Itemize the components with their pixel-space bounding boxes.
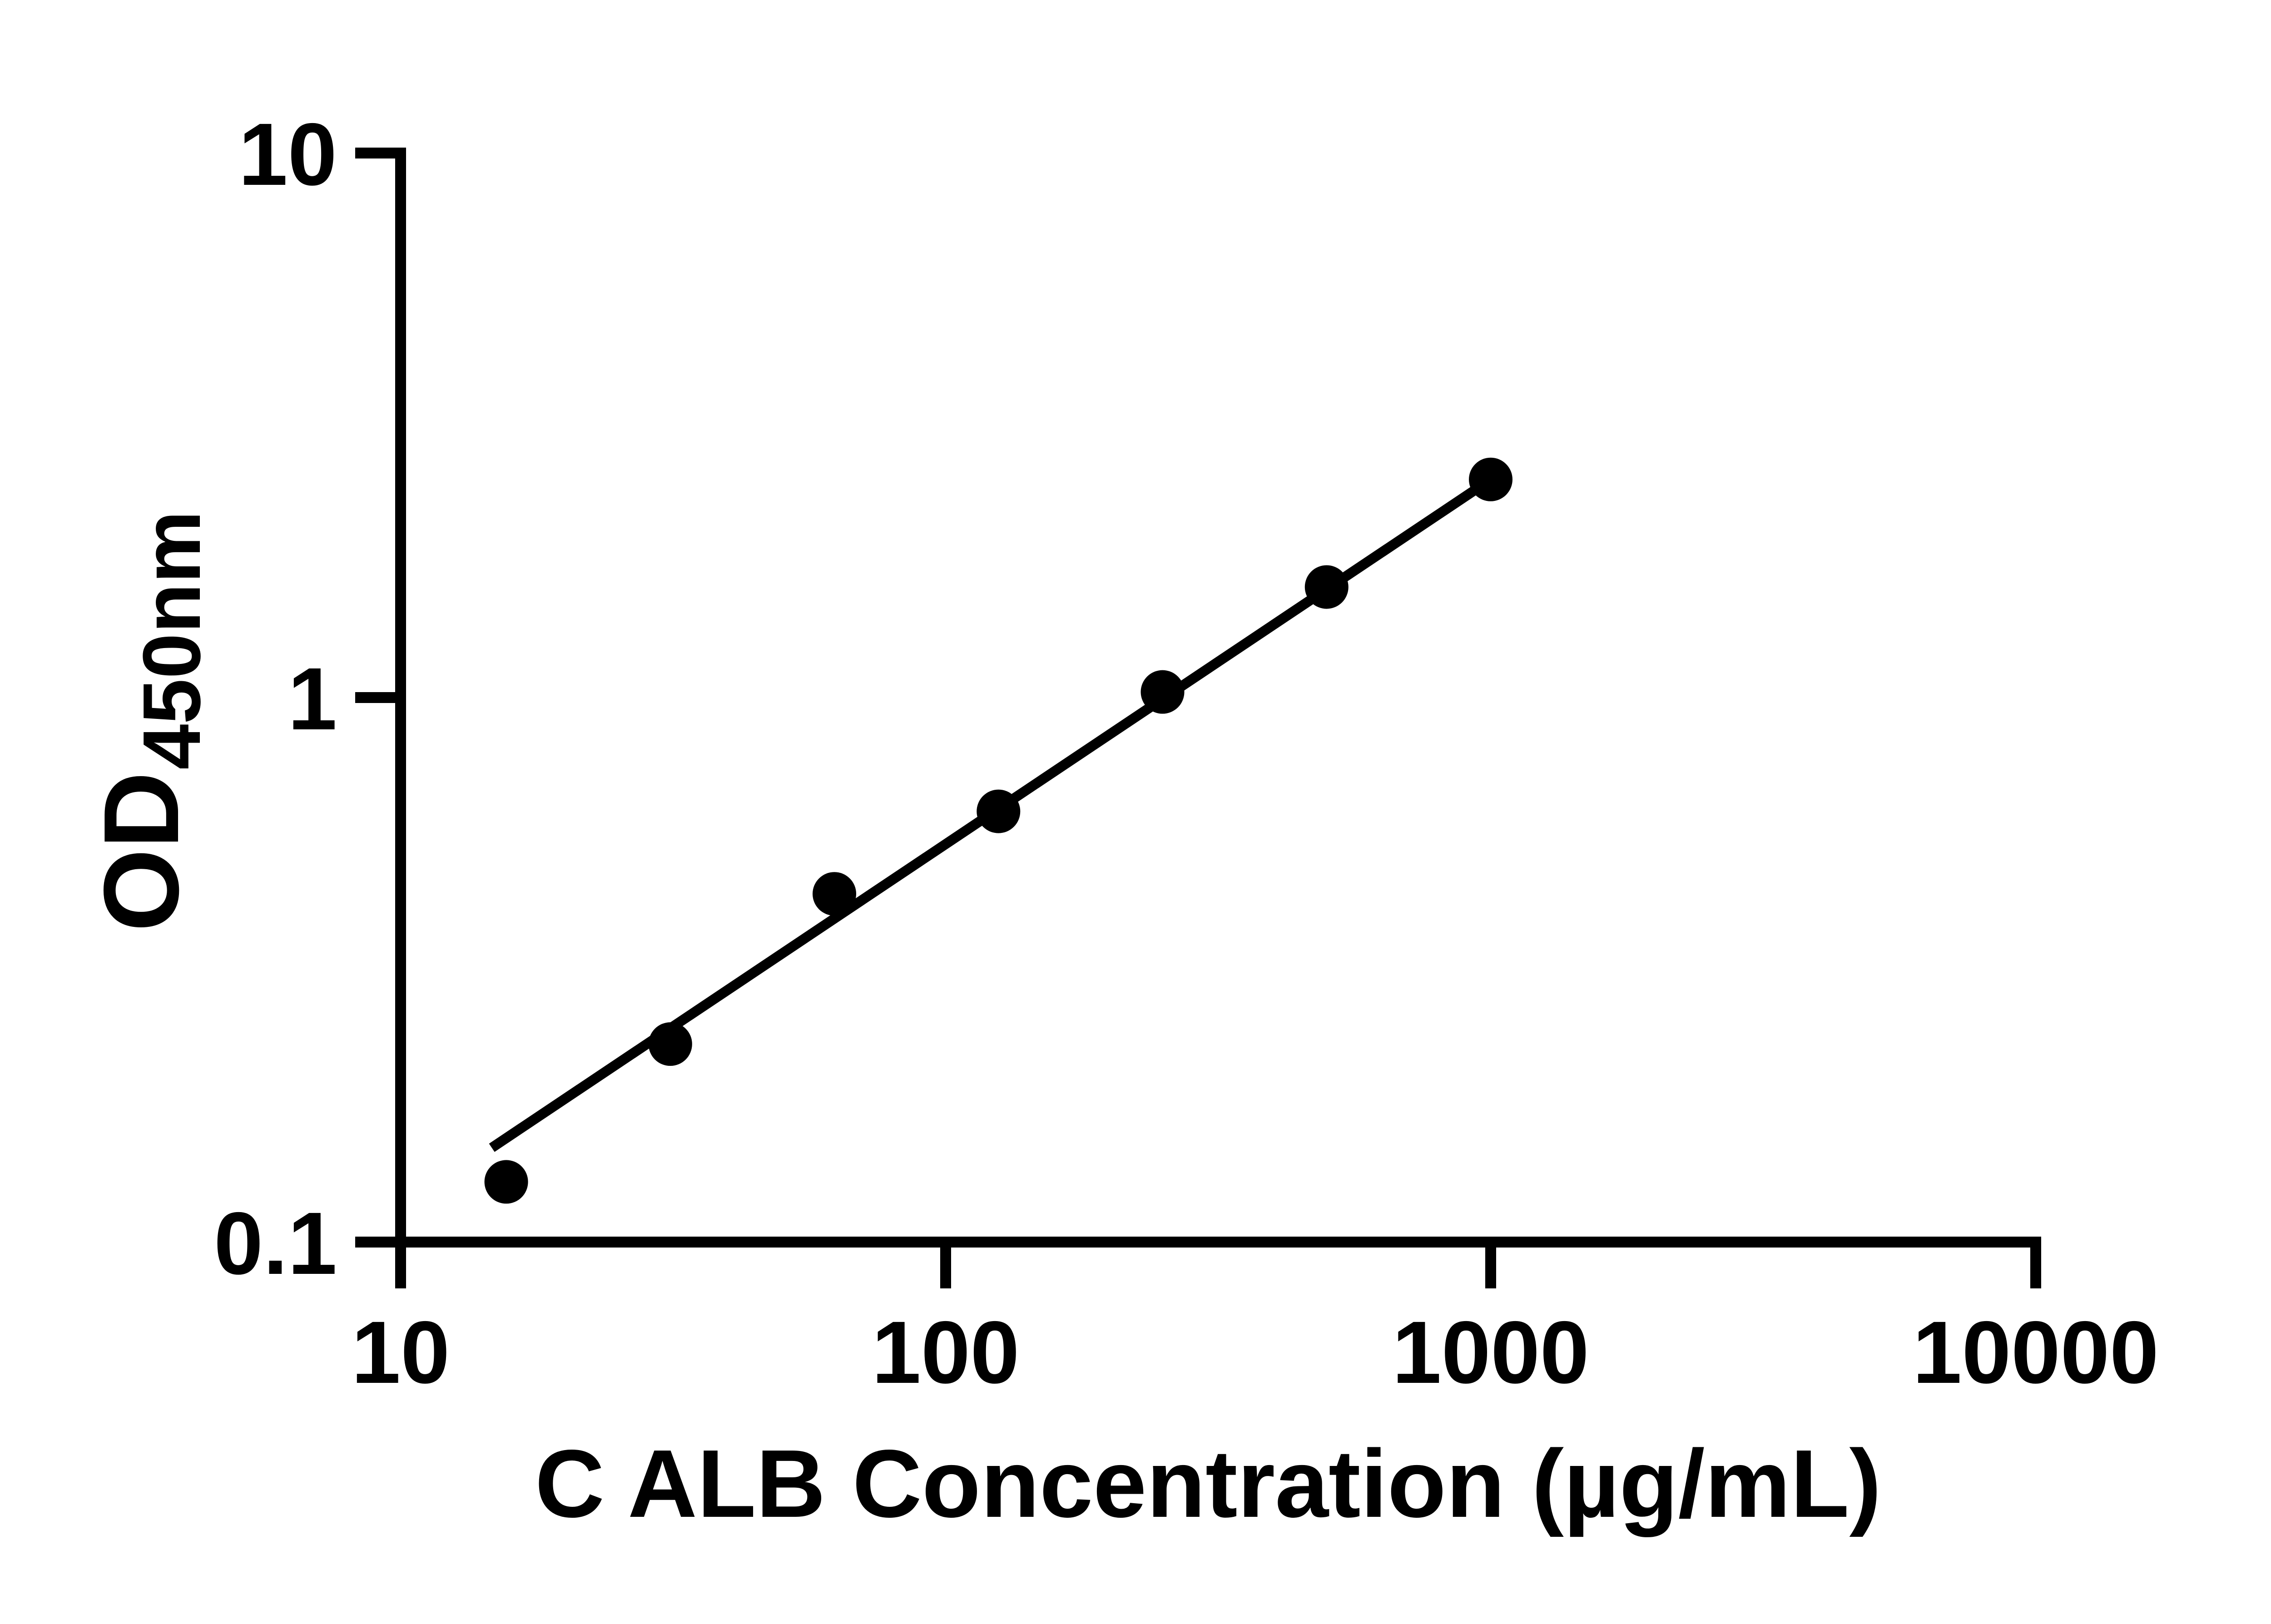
data-point [484,1160,528,1204]
data-point [1304,565,1349,609]
data-point [1469,457,1512,501]
y-tick-label: 0.1 [214,1194,337,1293]
x-tick-label: 1000 [1392,1303,1589,1402]
y-axis-title: OD 450nm [81,510,218,931]
data-point [813,872,857,916]
x-tick-label: 10000 [1913,1303,2159,1402]
y-tick-label: 10 [238,105,337,204]
data-point [977,789,1021,833]
y-axis-title-main: OD [81,772,201,932]
x-tick-label: 10 [352,1303,450,1402]
y-tick-label: 1 [288,649,337,748]
data-point [648,1022,692,1066]
data-point [1140,670,1185,714]
y-axis-title-sub: 450nm [126,510,218,769]
x-axis-title: C ALB Concentration (µg/mL) [535,1430,1881,1537]
x-tick-label: 100 [872,1303,1019,1402]
